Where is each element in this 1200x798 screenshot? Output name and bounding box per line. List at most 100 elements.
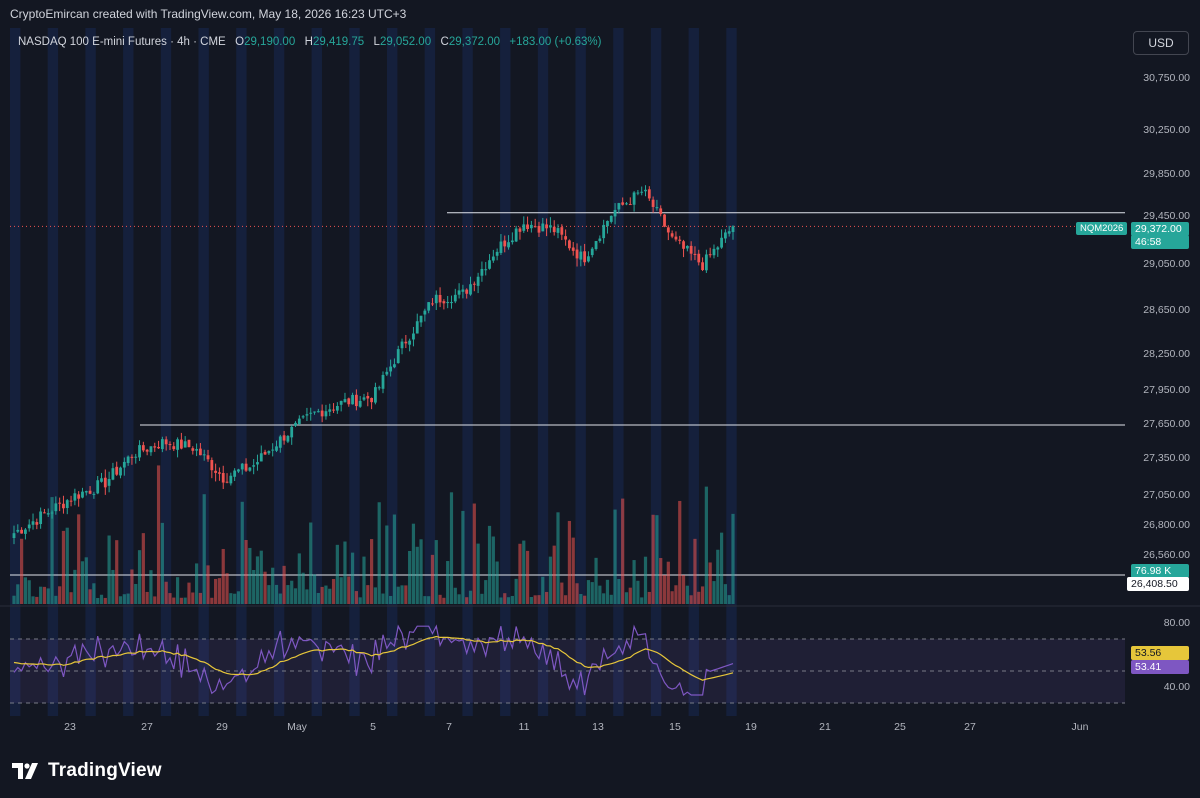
session-band — [688, 28, 699, 716]
candle-body — [370, 397, 373, 403]
candle-body — [621, 202, 625, 205]
candle-body — [35, 522, 39, 525]
candle-body — [305, 414, 309, 416]
candle-body — [571, 247, 575, 251]
volume-bar — [708, 562, 712, 604]
tradingview-logo[interactable]: TradingView — [12, 760, 162, 782]
volume-bar — [525, 550, 530, 604]
candle-body — [119, 467, 122, 476]
candle-body — [282, 435, 286, 441]
price-label: 29,050.00 — [1143, 258, 1190, 270]
volume-bar — [301, 572, 305, 604]
close-label: C — [440, 36, 449, 48]
candle-body — [354, 394, 358, 407]
candle-body — [545, 224, 548, 229]
volume-bar — [552, 545, 556, 604]
volume-bar — [495, 561, 499, 604]
rsi-line — [13, 624, 734, 696]
volume-bar — [362, 556, 366, 604]
candle-body — [568, 240, 571, 249]
volume-bar — [99, 594, 104, 604]
rsi-tag: 53.41 — [1131, 660, 1189, 674]
volume-bar — [96, 597, 100, 604]
volume-bar — [598, 585, 602, 604]
volume-bar — [624, 592, 629, 604]
session-band — [123, 28, 134, 716]
candle-body — [96, 480, 100, 494]
close-value: 29,372.00 — [448, 36, 500, 48]
candle-body — [324, 411, 328, 417]
candle-body — [339, 400, 343, 405]
volume-bar — [487, 525, 492, 604]
volume-bar — [583, 595, 587, 604]
volume-bar — [442, 597, 446, 604]
volume-bar — [80, 561, 85, 604]
session-band — [47, 28, 59, 716]
time-label: 25 — [894, 721, 906, 733]
candle-body — [316, 411, 320, 413]
high-value: 29,419.75 — [312, 36, 365, 48]
candle-body — [130, 456, 134, 458]
candle-body — [271, 449, 275, 451]
candle-body — [210, 460, 214, 471]
price-label: 27,650.00 — [1143, 418, 1190, 430]
candle-body — [450, 302, 453, 304]
volume-bar — [278, 593, 282, 604]
volume-bar — [137, 550, 142, 604]
candle-body — [335, 405, 339, 411]
volume-bar — [16, 584, 20, 604]
volume-bar — [723, 584, 727, 604]
volume-bar — [685, 585, 689, 604]
time-label: 23 — [64, 721, 76, 733]
candle-body — [522, 224, 526, 231]
volume-bar — [255, 556, 260, 604]
volume-bar — [628, 587, 632, 604]
volume-bar — [415, 546, 419, 604]
volume-bar — [533, 595, 537, 604]
candle-body — [628, 204, 632, 206]
volume-bar — [651, 514, 655, 604]
volume-bar — [175, 577, 180, 604]
volume-bar — [579, 594, 583, 604]
volume-bar — [647, 591, 651, 604]
candle-body — [484, 269, 488, 271]
countdown-tag: 46:58 — [1131, 235, 1189, 249]
volume-bar — [320, 586, 324, 604]
volume-bar — [446, 561, 450, 604]
candle-body — [149, 446, 153, 453]
candle-body — [727, 231, 731, 234]
candle-body — [674, 236, 678, 240]
candle-body — [62, 503, 65, 509]
volume-bar — [465, 597, 469, 604]
candle-body — [499, 241, 503, 253]
session-band — [10, 28, 21, 716]
candle-body — [58, 502, 62, 504]
candle-body — [431, 303, 434, 305]
volume-bar — [164, 581, 168, 604]
candle-body — [731, 226, 735, 233]
candle-body — [510, 240, 514, 243]
volume-bar — [506, 597, 511, 604]
candle-body — [275, 446, 278, 451]
volume-bar — [636, 580, 640, 604]
session-bands — [10, 28, 737, 716]
currency-button[interactable]: USD — [1133, 31, 1189, 55]
candle-body — [389, 366, 393, 372]
volume-bar — [134, 583, 138, 604]
candle-body — [708, 254, 712, 256]
volume-bar — [719, 532, 724, 604]
volume-bar — [214, 578, 218, 604]
volume-bar — [537, 595, 541, 604]
candle-body — [393, 364, 396, 368]
volume-bar — [324, 585, 328, 604]
candle-body — [590, 248, 594, 256]
volume-bar — [335, 544, 339, 604]
candle-body — [237, 469, 240, 472]
volume-bar — [678, 500, 682, 604]
session-band — [650, 28, 662, 716]
candle-body — [723, 232, 727, 239]
volume-bar — [312, 574, 317, 604]
volume-bar — [168, 593, 172, 604]
session-band — [462, 28, 473, 716]
